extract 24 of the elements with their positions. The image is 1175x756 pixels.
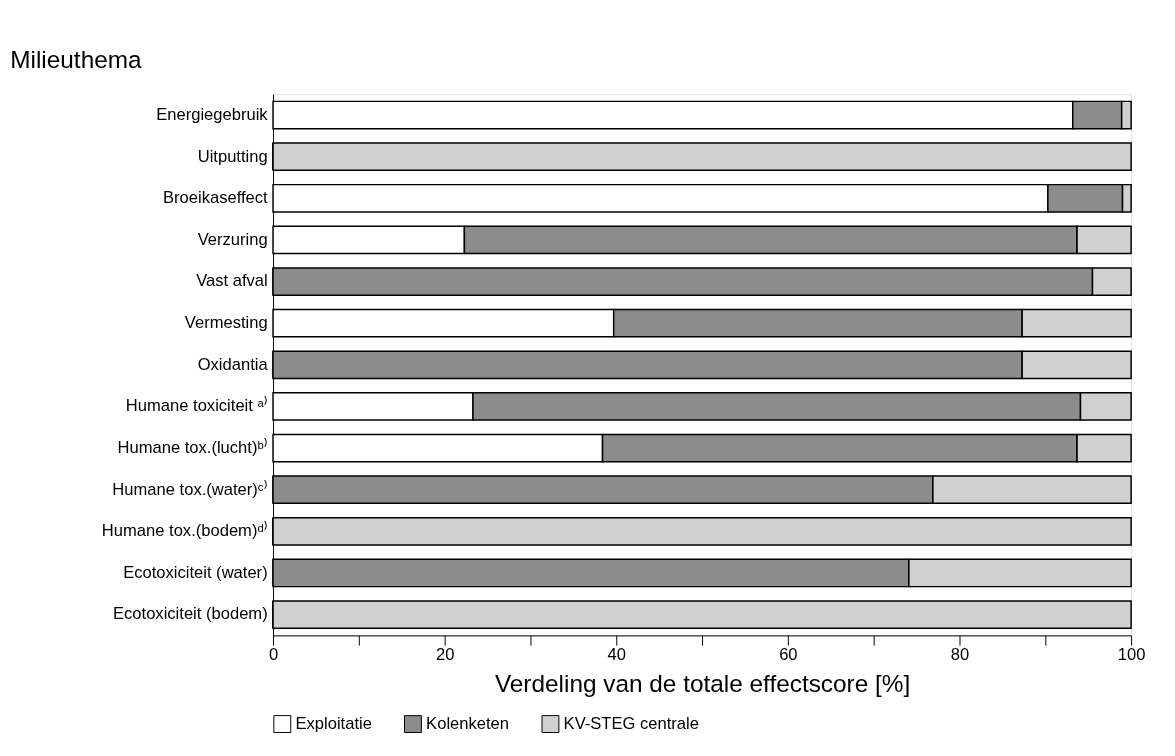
- x-tick-label: 0: [268, 645, 279, 665]
- x-tick-label: 40: [607, 645, 626, 665]
- x-tick-label: 20: [435, 645, 455, 665]
- y-axis-title: Milieuthema: [10, 46, 143, 74]
- legend-label: KV-STEG centrale: [563, 713, 699, 733]
- y-tick-label: Ecotoxiciteit (water): [123, 562, 268, 582]
- legend-label: Exploitatie: [295, 713, 372, 733]
- y-tick-label: Vast afval: [196, 271, 268, 291]
- y-tick-label: Uitputting: [197, 146, 268, 166]
- y-tick-label: Humane tox.(bodem)ᵈ⁾: [101, 520, 268, 541]
- y-tick-label: Humane tox.(lucht)ᵇ⁾: [117, 436, 268, 457]
- y-tick-label: Energiegebruik: [156, 104, 269, 124]
- y-tick-label: Ecotoxiciteit (bodem): [113, 604, 268, 624]
- y-tick-label: Broeikaseffect: [163, 188, 269, 208]
- x-tick-label: 60: [779, 645, 798, 665]
- y-tick-label: Oxidantia: [197, 354, 269, 374]
- x-tick-label: 80: [950, 645, 970, 665]
- x-tick-label: 100: [1117, 645, 1146, 665]
- legend-label: Kolenketen: [426, 713, 510, 733]
- y-tick-label: Verzuring: [197, 229, 268, 249]
- x-axis-title: Verdeling van de totale effectscore [%]: [494, 670, 911, 698]
- y-tick-label: Humane tox.(water)ᶜ⁾: [112, 478, 268, 499]
- y-tick-label: Vermesting: [184, 313, 268, 333]
- y-tick-label: Humane toxiciteit ᵃ⁾: [125, 395, 268, 416]
